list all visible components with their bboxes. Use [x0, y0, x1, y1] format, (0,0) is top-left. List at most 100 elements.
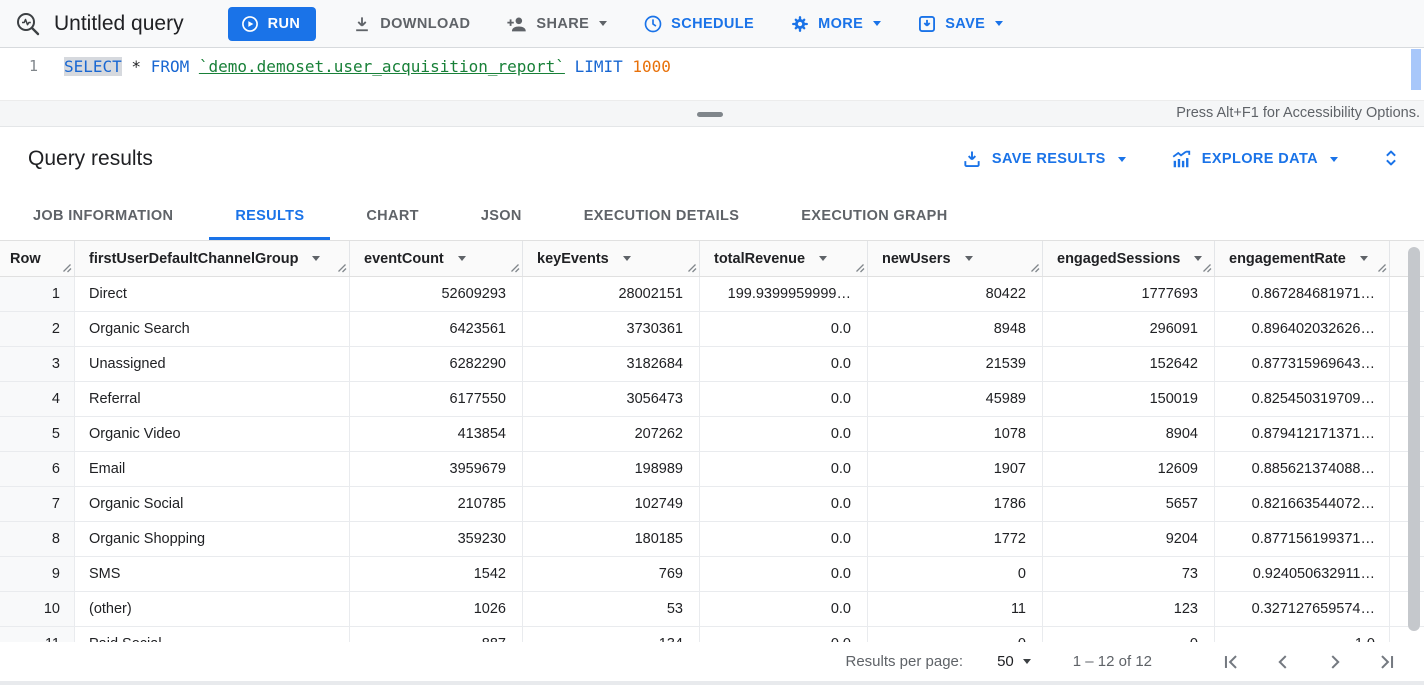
results-table-body: 1 Direct 52609293 28002151 199.939995999…	[0, 277, 1424, 642]
next-page-button[interactable]	[1322, 649, 1348, 675]
table-row[interactable]: 3 Unassigned 6282290 3182684 0.0 21539 1…	[0, 347, 1424, 382]
cell-new-users: 80422	[868, 277, 1043, 311]
column-resize-grip-icon[interactable]	[1030, 263, 1040, 273]
cell-channel-group: Organic Shopping	[75, 522, 350, 556]
tab-json[interactable]: JSON	[480, 207, 522, 224]
cell-engagement-rate: 0.877315969643…	[1215, 347, 1390, 381]
sql-table-reference-link[interactable]: `demo.demoset.user_acquisition_report`	[198, 57, 565, 76]
cell-total-revenue: 0.0	[700, 522, 868, 556]
sql-star: *	[121, 57, 151, 76]
tab-execution-graph[interactable]: EXECUTION GRAPH	[801, 207, 948, 224]
explore-data-chart-icon	[1172, 150, 1190, 168]
column-header-row-number: Row	[0, 241, 75, 276]
cell-key-events: 198989	[523, 452, 700, 486]
table-row[interactable]: 11 Paid Social 887 134 0.0 0 0 1.0	[0, 627, 1424, 642]
cell-total-revenue: 0.0	[700, 592, 868, 626]
column-label: firstUserDefaultChannelGroup	[89, 250, 299, 267]
bottom-scrollbar-strip[interactable]	[0, 681, 1424, 685]
cell-engaged-sessions: 9204	[1043, 522, 1215, 556]
tab-job-information[interactable]: JOB INFORMATION	[33, 207, 174, 224]
column-resize-grip-icon[interactable]	[510, 263, 520, 273]
cell-total-revenue: 0.0	[700, 452, 868, 486]
table-row[interactable]: 10 (other) 1026 53 0.0 11 123 0.32712765…	[0, 592, 1424, 627]
save-results-button[interactable]: SAVE RESULTS	[962, 149, 1126, 169]
sql-editor[interactable]: 1 SELECT * FROM `demo.demoset.user_acqui…	[0, 49, 1424, 100]
column-resize-grip-icon[interactable]	[1377, 263, 1387, 273]
tab-execution-details[interactable]: EXECUTION DETAILS	[583, 207, 740, 224]
more-button[interactable]: MORE	[790, 14, 882, 34]
tab-results[interactable]: RESULTS	[209, 191, 330, 240]
cell-engagement-rate: 1.0	[1215, 627, 1390, 642]
column-menu-arrow-icon[interactable]	[1194, 256, 1203, 261]
column-resize-grip-icon[interactable]	[1202, 263, 1212, 273]
results-table: Row firstUserDefaultChannelGroup eventCo…	[0, 241, 1424, 642]
save-button[interactable]: SAVE	[917, 14, 1004, 34]
table-row[interactable]: 8 Organic Shopping 359230 180185 0.0 177…	[0, 522, 1424, 557]
table-scrollbar-thumb[interactable]	[1408, 247, 1420, 631]
column-resize-grip-icon[interactable]	[62, 263, 72, 273]
column-menu-arrow-icon[interactable]	[622, 256, 631, 261]
sql-code-line[interactable]: SELECT * FROM `demo.demoset.user_acquisi…	[64, 56, 671, 78]
table-row[interactable]: 2 Organic Search 6423561 3730361 0.0 894…	[0, 312, 1424, 347]
cell-event-count: 6423561	[350, 312, 523, 346]
cell-event-count: 6177550	[350, 382, 523, 416]
column-menu-arrow-icon[interactable]	[964, 256, 973, 261]
first-page-button[interactable]	[1218, 649, 1244, 675]
column-header[interactable]: totalRevenue	[700, 241, 868, 276]
column-menu-arrow-icon[interactable]	[1359, 256, 1368, 261]
cell-engaged-sessions: 150019	[1043, 382, 1215, 416]
schedule-button[interactable]: SCHEDULE	[643, 14, 754, 34]
last-page-button[interactable]	[1374, 649, 1400, 675]
column-menu-arrow-icon[interactable]	[819, 256, 828, 261]
splitter-drag-handle[interactable]	[697, 112, 723, 117]
next-page-icon	[1331, 654, 1340, 669]
sql-space	[565, 57, 575, 76]
table-row[interactable]: 9 SMS 1542 769 0.0 0 73 0.924050632911…	[0, 557, 1424, 592]
query-magnifier-icon	[17, 12, 40, 35]
cell-engagement-rate: 0.327127659574…	[1215, 592, 1390, 626]
cell-engagement-rate: 0.821663544072…	[1215, 487, 1390, 521]
cell-engagement-rate: 0.924050632911…	[1215, 557, 1390, 591]
editor-scrollbar-thumb[interactable]	[1411, 49, 1421, 90]
cell-event-count: 413854	[350, 417, 523, 451]
query-results-header: Query results SAVE RESULTS EXPLORE DAT	[0, 127, 1424, 191]
share-button[interactable]: SHARE	[506, 13, 608, 35]
column-menu-arrow-icon[interactable]	[457, 256, 466, 261]
page-size-select[interactable]: 50	[997, 653, 1031, 670]
cell-total-revenue: 0.0	[700, 312, 868, 346]
explore-data-button[interactable]: EXPLORE DATA	[1170, 148, 1338, 170]
column-resize-grip-icon[interactable]	[687, 263, 697, 273]
cell-engaged-sessions: 296091	[1043, 312, 1215, 346]
expand-collapse-results-button[interactable]	[1378, 145, 1404, 174]
editor-scrollbar-track[interactable]	[1410, 49, 1422, 100]
run-button[interactable]: RUN	[227, 6, 317, 41]
cell-new-users: 45989	[868, 382, 1043, 416]
table-row[interactable]: 6 Email 3959679 198989 0.0 1907 12609 0.…	[0, 452, 1424, 487]
table-row[interactable]: 1 Direct 52609293 28002151 199.939995999…	[0, 277, 1424, 312]
column-header[interactable]: eventCount	[350, 241, 523, 276]
sql-keyword-select: SELECT	[64, 57, 122, 76]
cell-row-number: 2	[0, 312, 75, 346]
column-header[interactable]: newUsers	[868, 241, 1043, 276]
column-header[interactable]: firstUserDefaultChannelGroup	[75, 241, 350, 276]
download-button[interactable]: DOWNLOAD	[352, 14, 470, 34]
more-label: MORE	[818, 15, 864, 32]
cell-channel-group: Organic Social	[75, 487, 350, 521]
cell-total-revenue: 0.0	[700, 347, 868, 381]
query-title[interactable]: Untitled query	[54, 11, 184, 35]
column-menu-arrow-icon[interactable]	[312, 256, 321, 261]
schedule-label: SCHEDULE	[671, 15, 755, 32]
column-resize-grip-icon[interactable]	[855, 263, 865, 273]
table-row[interactable]: 7 Organic Social 210785 102749 0.0 1786 …	[0, 487, 1424, 522]
column-header[interactable]: keyEvents	[523, 241, 700, 276]
results-per-page-label: Results per page:	[845, 653, 964, 670]
column-label: eventCount	[364, 250, 444, 267]
column-resize-grip-icon[interactable]	[337, 263, 347, 273]
table-row[interactable]: 4 Referral 6177550 3056473 0.0 45989 150…	[0, 382, 1424, 417]
download-label: DOWNLOAD	[380, 15, 471, 32]
column-header[interactable]: engagementRate	[1215, 241, 1390, 276]
previous-page-button[interactable]	[1270, 649, 1296, 675]
table-row[interactable]: 5 Organic Video 413854 207262 0.0 1078 8…	[0, 417, 1424, 452]
tab-chart[interactable]: CHART	[366, 207, 419, 224]
column-header[interactable]: engagedSessions	[1043, 241, 1215, 276]
